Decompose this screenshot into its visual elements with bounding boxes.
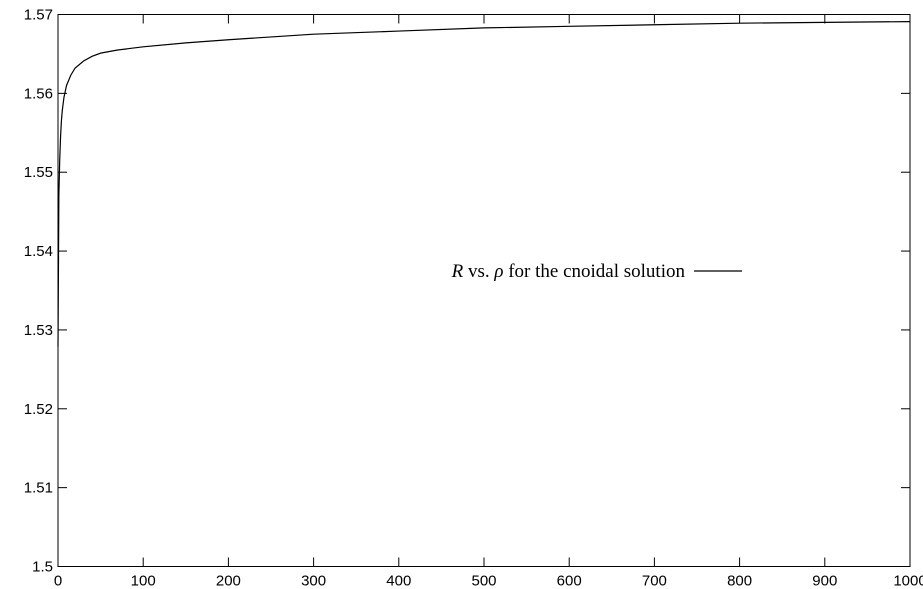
x-tick-label: 1000 bbox=[893, 573, 923, 589]
legend: R vs. ρ for the cnoidal solution bbox=[451, 261, 742, 282]
x-tick-label: 200 bbox=[216, 573, 241, 589]
x-tick-label: 400 bbox=[386, 573, 411, 589]
y-tick-label: 1.56 bbox=[24, 85, 53, 102]
y-tick-label: 1.5 bbox=[32, 559, 53, 576]
x-tick-label: 800 bbox=[727, 573, 752, 589]
legend-label-r: R bbox=[451, 261, 464, 282]
legend-label-vs: vs. bbox=[463, 261, 494, 282]
x-tick-label: 600 bbox=[557, 573, 582, 589]
series-line bbox=[57, 21, 911, 347]
plot-frame bbox=[57, 14, 911, 567]
x-tick-label: 700 bbox=[642, 573, 667, 589]
x-axis-ticks: 0 100 200 300 400 500 600 700 800 900 1000 bbox=[54, 14, 923, 589]
y-tick-label: 1.54 bbox=[24, 243, 53, 260]
x-tick-label: 300 bbox=[301, 573, 326, 589]
legend-label-rho: ρ bbox=[493, 261, 503, 282]
legend-label: R vs. ρ for the cnoidal solution bbox=[451, 261, 686, 282]
x-tick-label: 100 bbox=[131, 573, 156, 589]
x-tick-label: 500 bbox=[471, 573, 496, 589]
y-tick-label: 1.53 bbox=[24, 322, 53, 339]
y-tick-label: 1.55 bbox=[24, 164, 53, 181]
x-tick-label: 900 bbox=[812, 573, 837, 589]
y-tick-label: 1.52 bbox=[24, 401, 53, 418]
y-tick-label: 1.51 bbox=[24, 480, 53, 497]
x-tick-label: 0 bbox=[54, 573, 62, 589]
y-axis-ticks: 1.5 1.51 1.52 1.53 1.54 1.55 1.56 1.57 bbox=[24, 7, 910, 576]
y-tick-label: 1.57 bbox=[24, 7, 53, 24]
legend-label-rest: for the cnoidal solution bbox=[503, 261, 685, 282]
